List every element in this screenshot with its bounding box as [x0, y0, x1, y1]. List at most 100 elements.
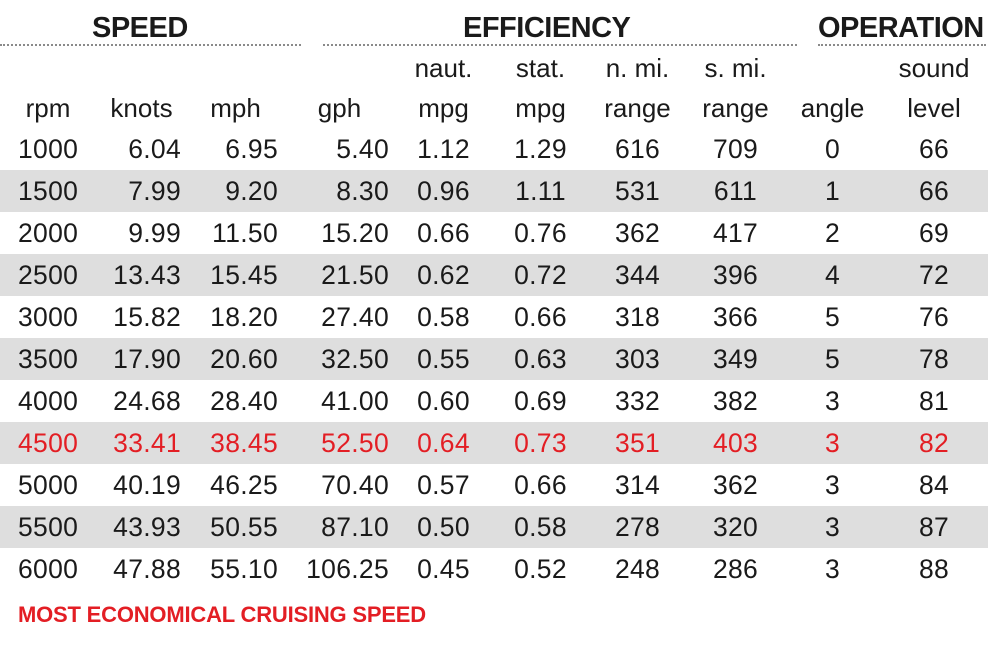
cell-sound-level: 88 [880, 548, 988, 590]
cell-naut-mpg: 0.66 [395, 212, 492, 254]
column-header-s-mi-range: s. mi. [704, 53, 767, 83]
cell-stat-mpg: 0.58 [492, 506, 589, 548]
cell-s-mi-range: 362 [686, 464, 785, 506]
cell-sound-level: 66 [880, 128, 988, 170]
cell-stat-mpg: 0.63 [492, 338, 589, 380]
cell-s-mi-range: 349 [686, 338, 785, 380]
cell-n-mi-range: 303 [589, 338, 686, 380]
cell-gph: 32.50 [284, 338, 395, 380]
cell-rpm: 2500 [0, 254, 96, 296]
cell-gph: 52.50 [284, 422, 395, 464]
table-row: 3000 15.82 18.20 27.40 0.58 0.66 318 366 5 76 [0, 296, 988, 338]
cell-n-mi-range: 248 [589, 548, 686, 590]
table-row: 1500 7.99 9.20 8.30 0.96 1.11 531 611 1 66 [0, 170, 988, 212]
cell-s-mi-range: 417 [686, 212, 785, 254]
cell-s-mi-range: 286 [686, 548, 785, 590]
cell-naut-mpg: 0.58 [395, 296, 492, 338]
column-header-s-mi-range: range [702, 93, 769, 123]
table-row: 5500 43.93 50.55 87.10 0.50 0.58 278 320 3 87 [0, 506, 988, 548]
cell-rpm: 1000 [0, 128, 96, 170]
cell-knots: 17.90 [96, 338, 187, 380]
cell-s-mi-range: 396 [686, 254, 785, 296]
cell-mph: 20.60 [187, 338, 284, 380]
group-divider-operation [818, 44, 986, 46]
cell-mph: 6.95 [187, 128, 284, 170]
cell-naut-mpg: 0.96 [395, 170, 492, 212]
cell-gph: 41.00 [284, 380, 395, 422]
group-title-operation: OPERATION [818, 12, 984, 44]
group-divider-speed [0, 44, 301, 46]
cell-n-mi-range: 344 [589, 254, 686, 296]
cell-rpm: 2000 [0, 212, 96, 254]
cell-s-mi-range: 382 [686, 380, 785, 422]
cell-knots: 7.99 [96, 170, 187, 212]
cell-naut-mpg: 0.45 [395, 548, 492, 590]
table-row: 2000 9.99 11.50 15.20 0.66 0.76 362 417 2 69 [0, 212, 988, 254]
column-header-angle: angle [800, 93, 865, 123]
cell-naut-mpg: 0.55 [395, 338, 492, 380]
cell-rpm: 1500 [0, 170, 96, 212]
cell-s-mi-range: 709 [686, 128, 785, 170]
performance-table: naut. stat. n. mi. s. mi. sound rpm knots mph g… [0, 48, 988, 590]
cell-s-mi-range: 611 [686, 170, 785, 212]
cell-rpm: 6000 [0, 548, 96, 590]
table-row: 5000 40.19 46.25 70.40 0.57 0.66 314 362 3 84 [0, 464, 988, 506]
column-header-rpm [0, 48, 96, 88]
cell-stat-mpg: 0.66 [492, 296, 589, 338]
cell-angle: 3 [785, 464, 880, 506]
column-header-sound-level: sound [898, 53, 970, 83]
group-title-speed: SPEED [92, 12, 188, 44]
cell-knots: 33.41 [96, 422, 187, 464]
cell-s-mi-range: 403 [686, 422, 785, 464]
cell-gph: 27.40 [284, 296, 395, 338]
cell-rpm: 5000 [0, 464, 96, 506]
cell-mph: 28.40 [187, 380, 284, 422]
table-row: 6000 47.88 55.10 106.25 0.45 0.52 248 286 3 88 [0, 548, 988, 590]
table-row: 3500 17.90 20.60 32.50 0.55 0.63 303 349 5 78 [0, 338, 988, 380]
cell-knots: 43.93 [96, 506, 187, 548]
group-title-efficiency: EFFICIENCY [463, 12, 631, 44]
cell-knots: 13.43 [96, 254, 187, 296]
cell-sound-level: 78 [880, 338, 988, 380]
cell-mph: 38.45 [187, 422, 284, 464]
column-header-naut-mpg: mpg [418, 93, 469, 123]
cell-sound-level: 82 [880, 422, 988, 464]
cell-angle: 0 [785, 128, 880, 170]
cell-stat-mpg: 0.73 [492, 422, 589, 464]
column-header-rpm: rpm [25, 93, 71, 123]
table-row: 2500 13.43 15.45 21.50 0.62 0.72 344 396 4 72 [0, 254, 988, 296]
column-header-gph: gph [317, 93, 362, 123]
cell-stat-mpg: 0.66 [492, 464, 589, 506]
cell-rpm: 3500 [0, 338, 96, 380]
cell-sound-level: 76 [880, 296, 988, 338]
cell-n-mi-range: 531 [589, 170, 686, 212]
cell-sound-level: 72 [880, 254, 988, 296]
cell-n-mi-range: 351 [589, 422, 686, 464]
cell-naut-mpg: 0.60 [395, 380, 492, 422]
column-header-knots: knots [110, 93, 173, 123]
cell-s-mi-range: 320 [686, 506, 785, 548]
column-header-n-mi-range: n. mi. [605, 53, 670, 83]
cell-s-mi-range: 366 [686, 296, 785, 338]
column-header-mph: mph [210, 93, 261, 123]
cell-mph: 55.10 [187, 548, 284, 590]
cell-mph: 18.20 [187, 296, 284, 338]
cell-rpm: 5500 [0, 506, 96, 548]
legend-most-economical: MOST ECONOMICAL CRUISING SPEED [18, 602, 426, 627]
cell-stat-mpg: 0.69 [492, 380, 589, 422]
cell-gph: 8.30 [284, 170, 395, 212]
cell-angle: 3 [785, 548, 880, 590]
cell-gph: 106.25 [284, 548, 395, 590]
cell-knots: 9.99 [96, 212, 187, 254]
table-body: 1000 6.04 6.95 5.40 1.12 1.29 616 709 0 66 1500 7.9… [0, 128, 988, 590]
table-row: 1000 6.04 6.95 5.40 1.12 1.29 616 709 0 66 [0, 128, 988, 170]
cell-stat-mpg: 1.11 [492, 170, 589, 212]
cell-knots: 40.19 [96, 464, 187, 506]
column-header-knots [96, 48, 187, 88]
cell-angle: 1 [785, 170, 880, 212]
cell-mph: 11.50 [187, 212, 284, 254]
table-row: 4000 24.68 28.40 41.00 0.60 0.69 332 382 3 81 [0, 380, 988, 422]
cell-knots: 15.82 [96, 296, 187, 338]
cell-n-mi-range: 318 [589, 296, 686, 338]
cell-knots: 6.04 [96, 128, 187, 170]
